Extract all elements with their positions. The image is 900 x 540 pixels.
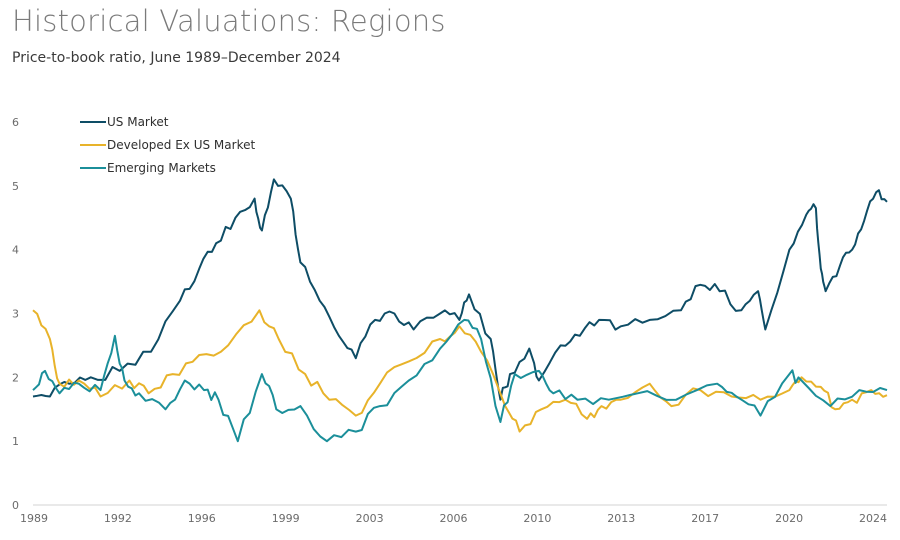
series-line-developed-ex-us-market (32, 309, 888, 433)
y-axis: 0 1 2 3 4 5 6 (12, 116, 19, 512)
series-line-emerging-markets (32, 318, 888, 443)
y-tick-label: 2 (12, 371, 19, 384)
y-tick-label: 1 (12, 435, 19, 448)
x-tick-label: 1999 (272, 512, 300, 525)
y-tick-label: 3 (12, 308, 19, 321)
x-tick-label: 1996 (188, 512, 216, 525)
legend: US Market Developed Ex US Market Emerging … (80, 115, 255, 175)
x-tick-label: 2024 (859, 512, 887, 525)
series-line-us-market (32, 178, 888, 401)
legend-label: Developed Ex US Market (107, 138, 255, 152)
x-tick-label: 2020 (775, 512, 803, 525)
x-tick-label: 2013 (607, 512, 635, 525)
x-tick-label: 2017 (691, 512, 719, 525)
legend-label: Emerging Markets (107, 161, 216, 175)
series-lines (32, 178, 888, 443)
y-tick-label: 5 (12, 180, 19, 193)
y-tick-label: 0 (12, 499, 19, 512)
x-tick-label: 2006 (440, 512, 468, 525)
x-tick-label: 1992 (104, 512, 132, 525)
x-tick-label: 1989 (20, 512, 48, 525)
legend-label: US Market (107, 115, 169, 129)
y-tick-label: 6 (12, 116, 19, 129)
chart-subtitle: Price-to-book ratio, June 1989–December … (12, 50, 341, 66)
x-tick-label: 2010 (523, 512, 551, 525)
x-tick-label: 2003 (356, 512, 384, 525)
y-tick-label: 4 (12, 244, 19, 257)
x-axis: 1989 1992 1996 1999 2003 2006 2010 2013 2017 2020… (20, 512, 887, 525)
chart-title: Historical Valuations: Regions (12, 4, 446, 38)
